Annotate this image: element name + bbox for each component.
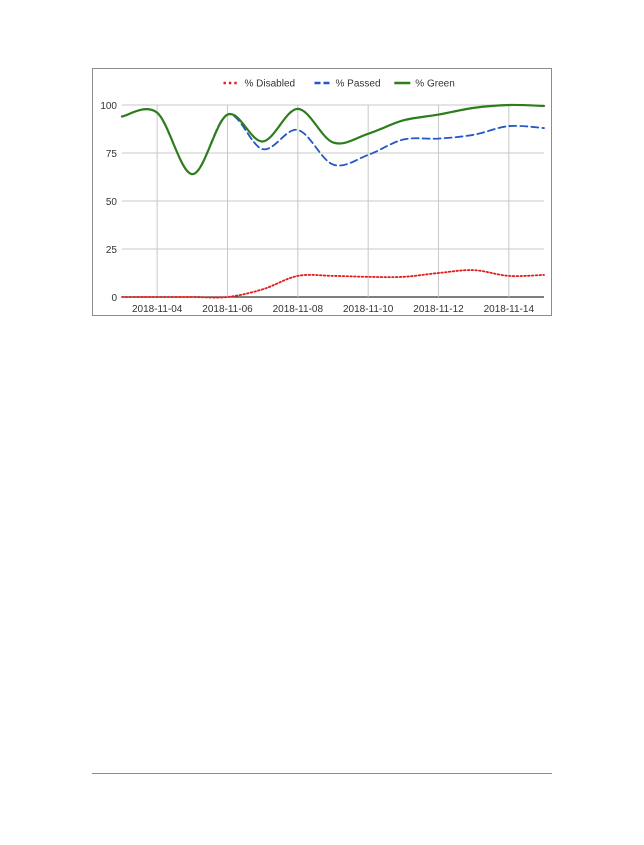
x-tick-label: 2018-11-12 xyxy=(413,304,464,315)
y-tick-label: 50 xyxy=(106,197,118,208)
x-tick-label: 2018-11-04 xyxy=(132,304,183,315)
legend-label-passed: % Passed xyxy=(336,79,381,90)
y-tick-label: 25 xyxy=(106,245,118,256)
footer-divider xyxy=(92,773,552,774)
x-axis-ticks: 2018-11-04 2018-11-06 2018-11-08 2018-11-10… xyxy=(132,304,535,315)
series-line-green xyxy=(120,103,546,176)
x-tick-label: 2018-11-06 xyxy=(202,304,253,315)
chart-frame: 0 25 50 75 100 2018-11-04 2018-11-06 2018-11-0… xyxy=(92,68,552,316)
x-tick-label: 2018-11-14 xyxy=(484,304,535,315)
x-tick-label: 2018-11-08 xyxy=(273,304,324,315)
x-tick-label: 2018-11-10 xyxy=(343,304,394,315)
legend-label-green: % Green xyxy=(415,79,454,90)
y-tick-label: 0 xyxy=(111,293,117,304)
y-tick-label: 75 xyxy=(106,149,118,160)
legend-label-disabled: % Disabled xyxy=(245,79,296,90)
grid xyxy=(122,104,544,298)
series-lines xyxy=(120,103,546,299)
y-axis-ticks: 0 25 50 75 100 xyxy=(100,101,117,304)
legend: % Disabled % Passed % Green xyxy=(223,79,455,90)
y-tick-label: 100 xyxy=(100,101,117,112)
series-line-disabled xyxy=(121,269,545,299)
